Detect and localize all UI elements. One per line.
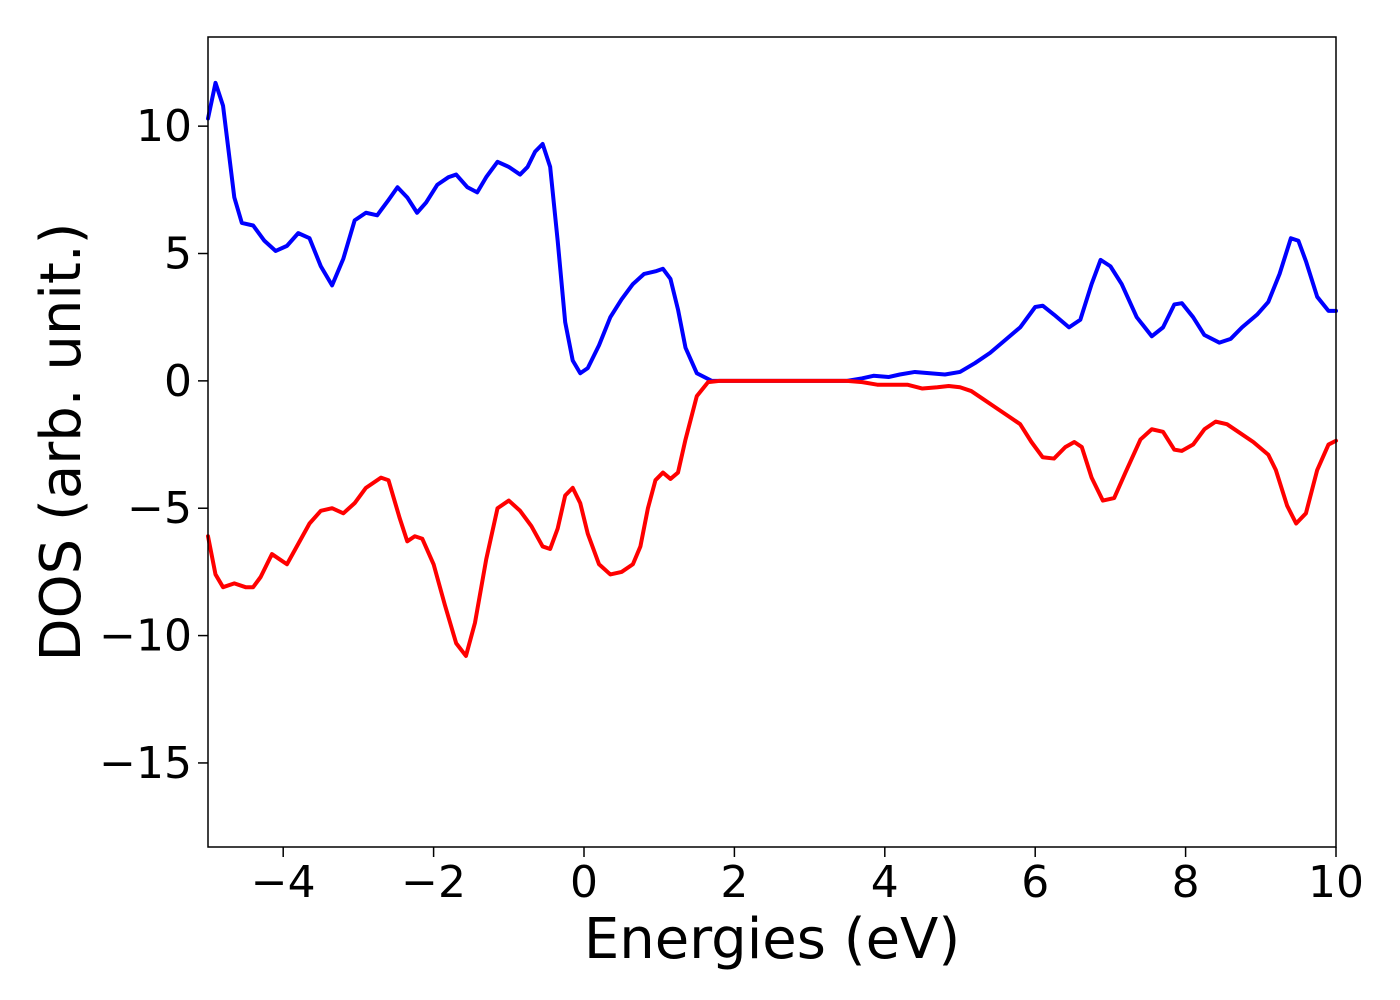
x-tick-label: 6 [1021,857,1049,908]
dos-series-line-0 [206,80,1338,383]
y-tick-label: 5 [164,229,192,280]
series-layer [206,80,1338,658]
x-tick-label: 4 [871,857,899,908]
y-tick-label: −15 [99,738,192,789]
x-tick-label: 10 [1308,857,1364,908]
y-ticks: −15 −10 −5 0 5 10 [99,101,208,789]
plot-frame [207,36,1337,848]
x-tick-label: 0 [570,857,598,908]
dos-series-line-1 [206,378,1338,658]
x-tick-label: −2 [401,857,466,908]
y-tick-label: 10 [136,101,192,152]
x-tick-label: 2 [720,857,748,908]
x-tick-label: −4 [251,857,316,908]
x-axis-title: Energies (eV) [584,907,960,972]
y-tick-label: −10 [99,611,192,662]
x-ticks: −4 −2 0 2 4 6 8 10 [251,847,1364,908]
y-tick-label: 0 [164,356,192,407]
y-tick-label: −5 [127,483,192,534]
y-axis-title: DOS (arb. unit.) [29,222,94,661]
x-tick-label: 8 [1172,857,1200,908]
